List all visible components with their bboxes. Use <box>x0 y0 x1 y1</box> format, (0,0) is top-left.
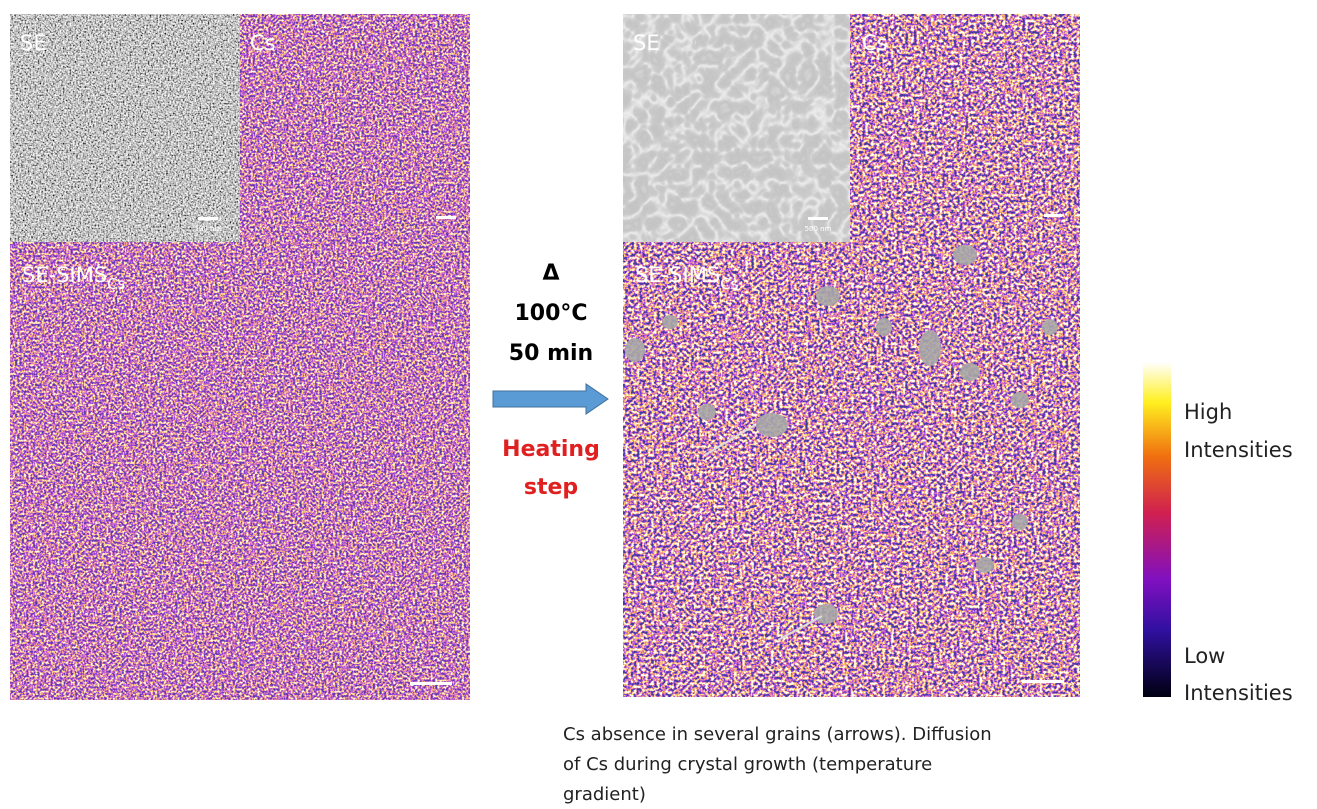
colorbar-label: High <box>1184 400 1232 424</box>
scale-label: 500 nm <box>195 225 222 233</box>
colorbar-label: Low <box>1184 644 1225 668</box>
label-main: SE-SIMS <box>22 263 107 287</box>
caption-line: Cs absence in several grains (arrows). D… <box>563 724 992 745</box>
duration: 50 min <box>509 341 593 366</box>
arrow <box>492 383 609 415</box>
sims-image <box>623 242 1080 697</box>
label-main: SE-SIMS <box>635 263 720 287</box>
image-label: SE-SIMSCs <box>22 263 126 293</box>
scale-label: 500 nm <box>805 225 832 233</box>
caption-line: of Cs during crystal growth (temperature <box>563 754 932 775</box>
image-label: SE <box>633 31 660 55</box>
scale-bar <box>1022 680 1064 683</box>
label-sub: Cs <box>107 275 125 293</box>
heating: step <box>524 475 578 500</box>
pointer-arrow <box>704 424 756 456</box>
delta: Δ <box>542 261 559 286</box>
se-image <box>623 14 850 242</box>
grains <box>625 245 1058 624</box>
label-sub: Cs <box>720 275 738 293</box>
caption-line: gradient) <box>563 784 646 805</box>
scale-bar <box>436 216 456 219</box>
colorbar-label: Intensities <box>1184 438 1293 462</box>
pointer-arrow <box>777 615 823 641</box>
scale-bar <box>808 217 828 220</box>
cs-image <box>240 14 470 242</box>
scale-bar <box>1044 214 1062 217</box>
scale-bar <box>198 217 218 220</box>
image-label: SE <box>20 31 47 55</box>
image-label: Cs <box>862 31 888 55</box>
colorbar-label: Intensities <box>1184 681 1293 705</box>
sims-image <box>10 242 470 700</box>
heating: Heating <box>502 437 600 462</box>
cs-image <box>850 14 1080 242</box>
se-image <box>10 14 240 242</box>
temperature: 100°C <box>514 301 587 326</box>
image-label: SE-SIMSCs <box>635 263 739 293</box>
image-label: Cs <box>250 31 276 55</box>
scale-bar <box>410 682 452 685</box>
colorbar <box>1143 362 1171 697</box>
